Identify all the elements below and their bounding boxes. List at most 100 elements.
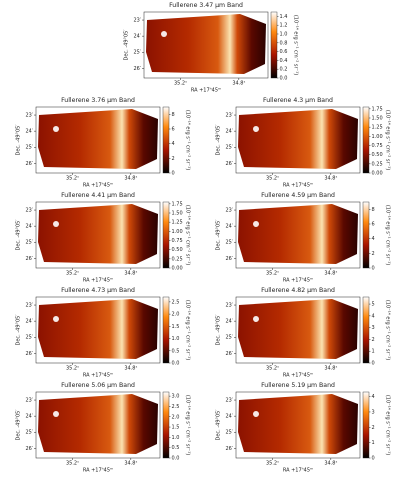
- y-axis-label: Dec. -49°05′: [16, 409, 22, 441]
- y-tick-label: 25′: [26, 430, 34, 436]
- map-image: [238, 394, 358, 454]
- x-tick-label: 35.2ˢ: [266, 271, 279, 277]
- colorbar-tick-label: 0: [372, 266, 375, 272]
- y-tick-label: 24′: [26, 319, 34, 325]
- colorbar-tick-label: 2: [372, 337, 375, 343]
- panel: Fullerene 4.41 μm Band 35.2ˢ 34.8ˢ 23′ 24′ 25…: [16, 192, 191, 284]
- x-axis-label: RA +17ʰ45ᵐ: [83, 468, 113, 474]
- y-tick-label: 23′: [134, 18, 142, 24]
- y-tick-label: 25′: [26, 335, 34, 341]
- colorbar-tick-label: 2.5: [172, 299, 180, 305]
- colorbar-tick-label: 0.5: [172, 445, 180, 451]
- colorbar-tick-label: 0.0: [172, 456, 180, 462]
- y-tick-label: 23′: [226, 208, 234, 214]
- y-tick-label: 24′: [226, 224, 234, 230]
- y-axis-label: Dec. -49°05′: [216, 409, 222, 441]
- colorbar-label: (10⁻¹⁴ erg s⁻¹ cm⁻² sr⁻¹): [185, 205, 191, 265]
- map-image: [146, 14, 266, 74]
- x-tick-label: 34.8ˢ: [124, 271, 137, 277]
- colorbar-tick-label: 0.8: [280, 40, 288, 46]
- colorbar-tick-label: 1.00: [172, 229, 183, 235]
- panel: Fullerene 5.19 μm Band 35.2ˢ 34.8ˢ 23′ 24′ 25…: [216, 382, 391, 474]
- x-tick-label: 34.8ˢ: [324, 271, 337, 277]
- y-tick-label: 25′: [26, 145, 34, 151]
- colorbar: [162, 391, 170, 459]
- panel-title: Fullerene 4.3 μm Band: [263, 97, 333, 104]
- colorbar-tick-label: 1.75: [172, 201, 183, 207]
- colorbar-tick-label: 2.5: [172, 404, 180, 410]
- panel: Fullerene 3.47 μm Band 35.2ˢ 34.8ˢ 23′ 24′ 25…: [124, 2, 299, 94]
- map-image: [238, 204, 358, 264]
- colorbar-tick-label: 2: [372, 251, 375, 257]
- panel-title: Fullerene 3.76 μm Band: [61, 97, 135, 104]
- colorbar-label: (10⁻¹⁴ erg s⁻¹ cm⁻² sr⁻¹): [385, 395, 391, 455]
- y-tick-label: 25′: [134, 50, 142, 56]
- colorbar: [362, 391, 370, 459]
- map-hotspot: [53, 221, 59, 227]
- colorbar-tick-label: 0.75: [172, 238, 183, 244]
- colorbar-tick-label: 2.0: [172, 312, 180, 318]
- y-tick-label: 26′: [226, 446, 234, 452]
- x-tick-label: 35.2ˢ: [266, 366, 279, 372]
- y-tick-label: 23′: [26, 303, 34, 309]
- map-hotspot: [53, 411, 59, 417]
- map-hotspot: [53, 126, 59, 132]
- colorbar: [362, 106, 370, 174]
- colorbar-tick-label: 8: [172, 112, 175, 118]
- colorbar-tick-label: 4: [372, 236, 375, 242]
- x-axis-label: RA +17ʰ45ᵐ: [83, 373, 113, 379]
- y-tick-label: 25′: [226, 145, 234, 151]
- colorbar-tick-label: 4: [372, 313, 375, 319]
- colorbar-tick-label: 1.50: [172, 211, 183, 217]
- x-tick-label: 35.2ˢ: [266, 461, 279, 467]
- panel-title: Fullerene 4.41 μm Band: [61, 192, 135, 199]
- colorbar-tick-label: 1.25: [372, 125, 383, 131]
- panel-title: Fullerene 3.47 μm Band: [169, 2, 243, 9]
- map-image: [38, 204, 158, 264]
- colorbar: [362, 296, 370, 364]
- colorbar: [162, 296, 170, 364]
- colorbar-label: (10⁻¹⁴ erg s⁻¹ cm⁻² sr⁻¹): [293, 15, 299, 75]
- map-image: [38, 299, 158, 359]
- colorbar-tick-label: 0.5: [172, 348, 180, 354]
- colorbar-tick-label: 0.6: [280, 49, 288, 55]
- colorbar-tick-label: 1.0: [172, 336, 180, 342]
- x-tick-label: 35.2ˢ: [266, 176, 279, 182]
- colorbar-tick-label: 0.00: [172, 266, 183, 272]
- colorbar-label: (10⁻¹⁴ erg s⁻¹ cm⁻² sr⁻¹): [385, 205, 391, 265]
- colorbar-tick-label: 1.50: [372, 116, 383, 122]
- colorbar-tick-label: 6: [172, 127, 175, 133]
- colorbar-tick-label: 3: [372, 325, 375, 331]
- y-tick-label: 25′: [226, 335, 234, 341]
- panel-title: Fullerene 4.73 μm Band: [61, 287, 135, 294]
- y-tick-label: 26′: [226, 351, 234, 357]
- colorbar-tick-label: 8: [372, 207, 375, 213]
- colorbar-tick-label: 0: [372, 361, 375, 367]
- y-axis-label: Dec. -49°05′: [216, 219, 222, 251]
- y-tick-label: 23′: [226, 303, 234, 309]
- x-tick-label: 34.8ˢ: [324, 461, 337, 467]
- x-tick-label: 35.2ˢ: [66, 176, 79, 182]
- x-axis-label: RA +17ʰ45ᵐ: [283, 468, 313, 474]
- colorbar-label: (10⁻¹⁴ erg s⁻¹ cm⁻² sr⁻¹): [385, 110, 391, 170]
- map-hotspot: [253, 316, 259, 322]
- y-tick-label: 24′: [226, 414, 234, 420]
- x-tick-label: 34.8ˢ: [232, 81, 245, 87]
- y-tick-label: 23′: [26, 398, 34, 404]
- y-axis-label: Dec. -49°05′: [124, 29, 130, 61]
- y-tick-label: 23′: [26, 113, 34, 119]
- colorbar-tick-label: 0: [372, 456, 375, 462]
- y-axis-label: Dec. -49°05′: [16, 314, 22, 346]
- map-hotspot: [253, 126, 259, 132]
- y-tick-label: 26′: [134, 66, 142, 72]
- map-image: [38, 109, 158, 169]
- x-tick-label: 34.8ˢ: [124, 176, 137, 182]
- colorbar-tick-label: 0.25: [372, 161, 383, 167]
- y-tick-label: 25′: [226, 430, 234, 436]
- y-axis-label: Dec. -49°05′: [216, 124, 222, 156]
- x-tick-label: 34.8ˢ: [324, 366, 337, 372]
- colorbar-tick-label: 5: [372, 302, 375, 308]
- y-tick-label: 23′: [26, 208, 34, 214]
- map-hotspot: [253, 411, 259, 417]
